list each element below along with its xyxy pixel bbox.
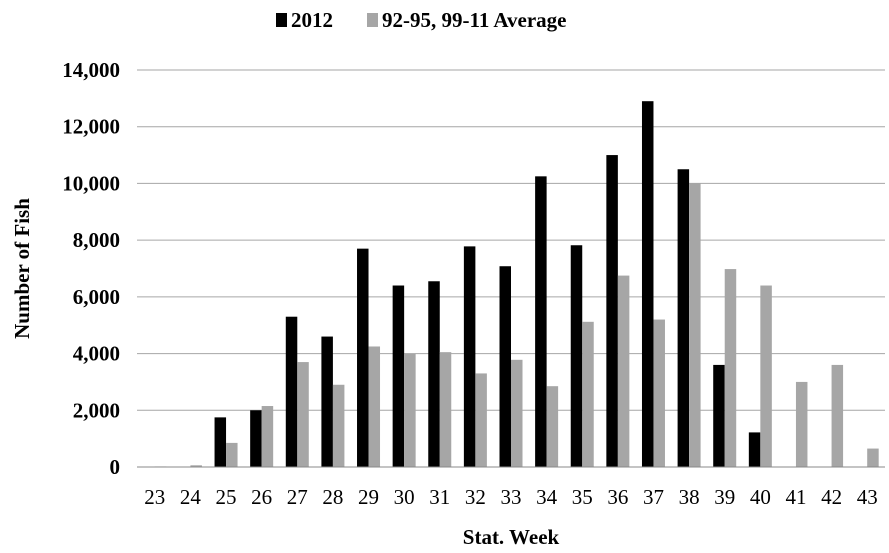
bar-2012-week-25 bbox=[214, 417, 227, 467]
x-tick-label: 39 bbox=[714, 485, 735, 509]
bar-average-week-33 bbox=[511, 359, 523, 467]
bar-2012-week-38 bbox=[677, 169, 690, 467]
x-tick-label: 24 bbox=[180, 485, 202, 509]
x-tick-label: 40 bbox=[750, 485, 771, 509]
x-tick-label: 23 bbox=[144, 485, 165, 509]
legend-label-2012: 2012 bbox=[291, 7, 333, 32]
x-tick-label: 41 bbox=[785, 485, 806, 509]
x-tick-label: 29 bbox=[358, 485, 379, 509]
bar-2012-week-31 bbox=[428, 281, 440, 467]
bar-average-week-27 bbox=[297, 362, 309, 467]
bar-2012-week-32 bbox=[463, 246, 476, 467]
legend-item-average: 92-95, 99-11 Average bbox=[367, 8, 567, 33]
legend-swatch-2012 bbox=[276, 13, 287, 27]
x-tick-label: 38 bbox=[679, 485, 700, 509]
bar-average-week-38 bbox=[689, 183, 701, 467]
bar-2012-week-29 bbox=[357, 248, 369, 467]
bar-average-week-28 bbox=[332, 384, 345, 467]
x-tick-label: 35 bbox=[572, 485, 593, 509]
bar-2012-week-27 bbox=[285, 316, 298, 467]
x-tick-label: 28 bbox=[322, 485, 343, 509]
bar-2012-week-26 bbox=[250, 410, 262, 467]
bar-average-week-37 bbox=[653, 319, 665, 467]
bar-average-week-34 bbox=[546, 386, 559, 467]
y-tick-label: 6,000 bbox=[73, 285, 120, 309]
y-tick-label: 2,000 bbox=[73, 398, 120, 422]
bar-2012-week-30 bbox=[392, 285, 405, 467]
x-tick-label: 33 bbox=[501, 485, 522, 509]
x-tick-label: 25 bbox=[216, 485, 237, 509]
bar-2012-week-36 bbox=[606, 155, 618, 468]
bar-average-week-31 bbox=[439, 352, 452, 467]
bar-2012-week-39 bbox=[713, 364, 725, 467]
bar-average-week-35 bbox=[582, 321, 594, 467]
chart-legend: 2012 92-95, 99-11 Average bbox=[276, 6, 601, 34]
bar-2012-week-40 bbox=[748, 432, 761, 467]
x-tick-labels: 23 24 25 26 27 28 29 30 31 32 33 34 35 36 37 38 39 40 41 42… bbox=[144, 485, 877, 509]
y-tick-label: 8,000 bbox=[73, 228, 120, 252]
x-axis-title: Stat. Week bbox=[463, 525, 560, 549]
legend-label-average: 92-95, 99-11 Average bbox=[382, 7, 567, 32]
y-tick-label: 0 bbox=[110, 455, 121, 479]
x-tick-label: 31 bbox=[429, 485, 450, 509]
bar-2012-week-34 bbox=[535, 176, 547, 467]
bar-average-week-25 bbox=[226, 442, 238, 467]
x-tick-label: 42 bbox=[821, 485, 842, 509]
bar-average-week-41 bbox=[795, 381, 808, 467]
x-tick-label: 37 bbox=[643, 485, 664, 509]
bar-average-week-29 bbox=[368, 346, 381, 467]
bar-average-week-30 bbox=[404, 353, 416, 467]
bar-average-week-36 bbox=[617, 275, 630, 467]
bar-2012-week-33 bbox=[499, 266, 511, 467]
x-tick-label: 32 bbox=[465, 485, 486, 509]
bar-average-week-26 bbox=[261, 406, 274, 467]
bar-average-week-32 bbox=[475, 373, 487, 467]
x-tick-label: 36 bbox=[607, 485, 628, 509]
bars bbox=[154, 101, 879, 468]
legend-swatch-average bbox=[367, 13, 378, 27]
bar-average-week-43 bbox=[867, 448, 879, 467]
x-tick-label: 30 bbox=[394, 485, 415, 509]
x-tick-label: 27 bbox=[287, 485, 308, 509]
bar-average-week-42 bbox=[831, 364, 844, 467]
y-tick-label: 14,000 bbox=[62, 58, 120, 82]
x-tick-label: 26 bbox=[251, 485, 272, 509]
y-tick-label: 12,000 bbox=[62, 115, 120, 139]
bar-average-week-24 bbox=[190, 465, 202, 467]
bar-2012-week-28 bbox=[321, 336, 333, 467]
y-tick-label: 10,000 bbox=[62, 171, 120, 195]
y-axis-title: Number of Fish bbox=[10, 198, 34, 339]
bar-2012-week-37 bbox=[641, 101, 654, 467]
y-tick-labels: 0 2,000 4,000 6,000 8,000 10,000 12,000 14,000 bbox=[62, 58, 120, 479]
y-tick-label: 4,000 bbox=[73, 342, 120, 366]
bar-average-week-39 bbox=[724, 269, 737, 467]
x-tick-label: 43 bbox=[857, 485, 878, 509]
legend-item-2012: 2012 bbox=[276, 8, 333, 33]
bar-average-week-40 bbox=[760, 285, 772, 467]
bar-2012-week-35 bbox=[570, 245, 583, 467]
x-tick-label: 34 bbox=[536, 485, 558, 509]
